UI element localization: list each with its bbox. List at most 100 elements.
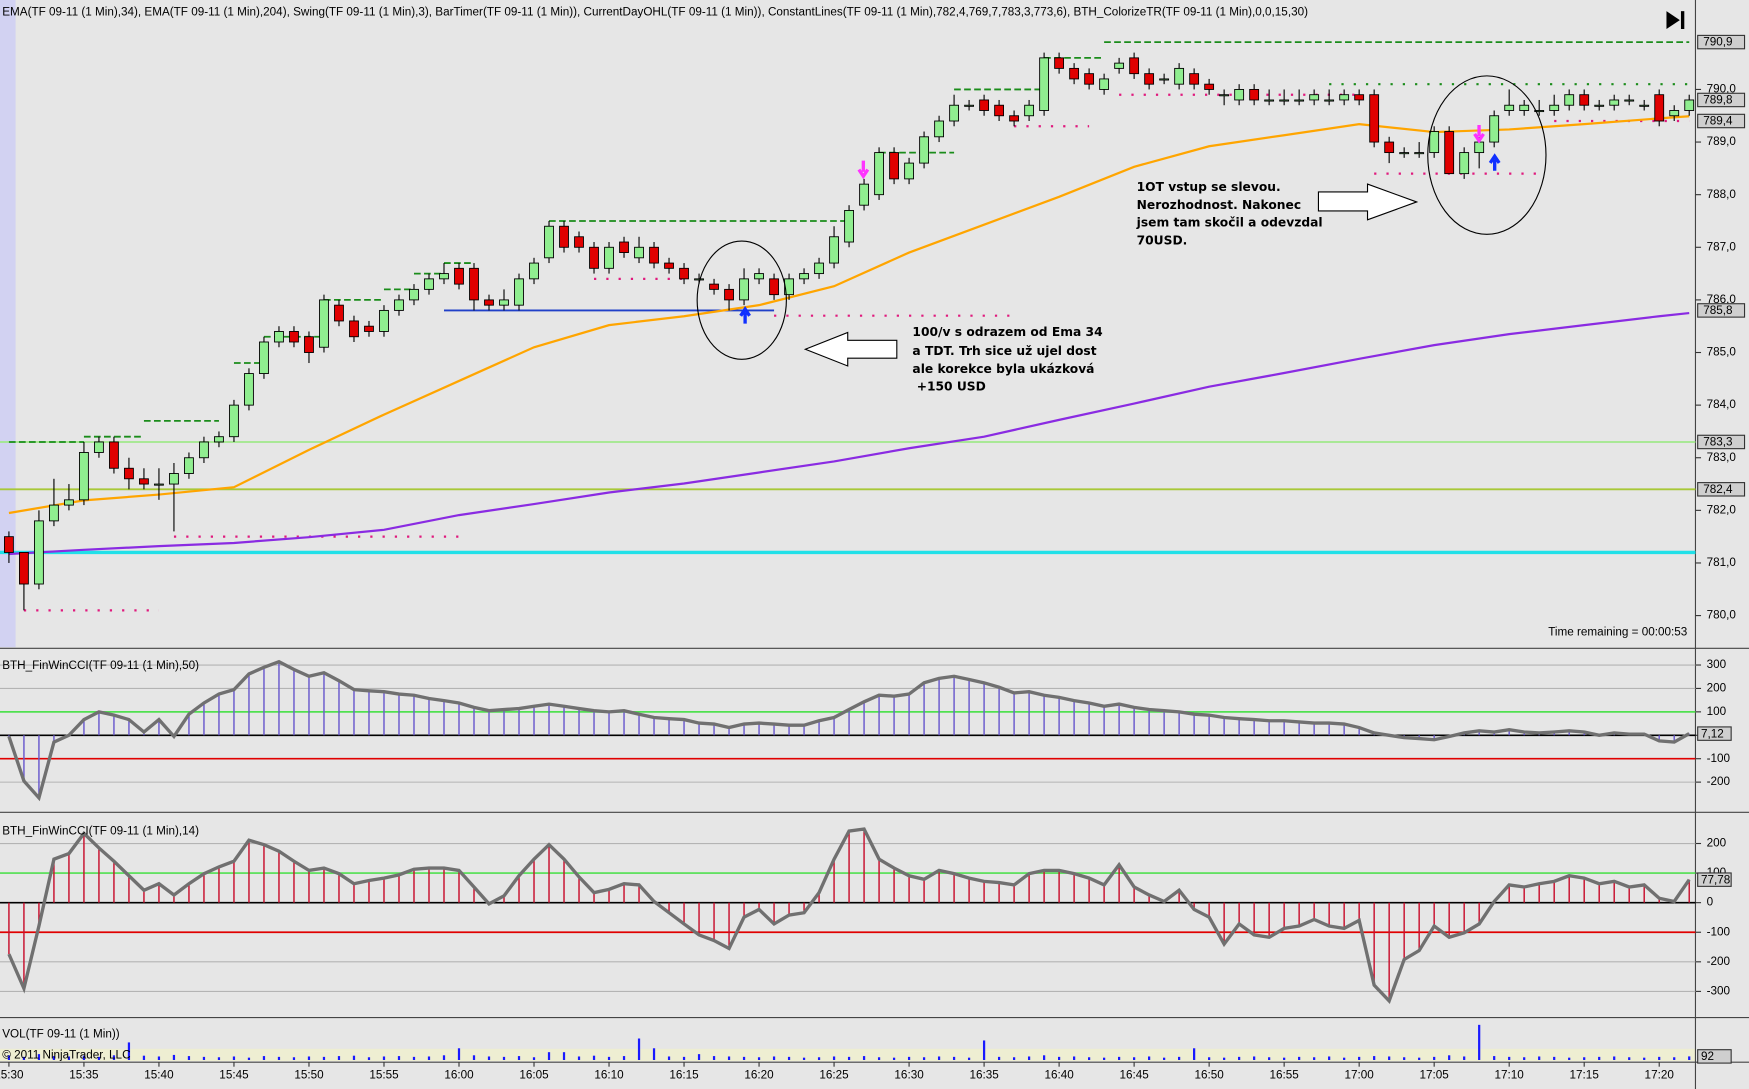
scroll-end-button[interactable]	[1666, 11, 1685, 30]
candle-body	[199, 441, 209, 459]
candle-body	[1444, 131, 1455, 175]
candle-body	[559, 225, 569, 248]
candle-body	[1204, 83, 1215, 90]
y-tick-label: -300	[1707, 984, 1731, 997]
candle-body	[394, 299, 404, 311]
candle-body	[769, 278, 779, 296]
y-tick-label: 785,0	[1707, 346, 1737, 359]
x-tick-label: 16:55	[1269, 1069, 1299, 1082]
y-tick-label: 783,0	[1707, 451, 1737, 464]
candle-body	[754, 273, 764, 280]
y-tick-label: 781,0	[1707, 556, 1737, 569]
signal-arrow	[1473, 124, 1485, 144]
plot-layer: 780,0 781,0 782,0 783,0 784,0 785,0 786,0 787,0…	[0, 34, 1746, 1082]
candle-body	[64, 499, 74, 506]
cci-line	[7, 659, 1691, 802]
candle-body	[169, 473, 179, 485]
candle-body	[349, 320, 359, 338]
candle-body	[1594, 104, 1605, 107]
panel-title: BTH_FinWinCCI(TF 09-11 (1 Min),50)	[2, 659, 199, 672]
annotation-text: a TDT. Trh sice už ujel dost	[912, 344, 1096, 358]
candle-body	[664, 262, 674, 269]
candle-body	[1309, 94, 1320, 101]
candle-body	[139, 478, 149, 485]
candle-body	[934, 120, 944, 138]
candle-body	[499, 299, 509, 306]
value-marker	[1697, 726, 1732, 741]
y-tick-label: -100	[1707, 752, 1731, 765]
candle-body	[184, 457, 194, 474]
x-tick-label: 16:15	[669, 1069, 699, 1082]
annotation-text: +150 USD	[912, 380, 985, 394]
cci-line	[7, 827, 1691, 1004]
bar-timer: Time remaining = 00:00:53	[1548, 626, 1687, 639]
candle-body	[544, 225, 554, 259]
candle-body	[1684, 99, 1695, 111]
y-tick-label: 784,0	[1707, 398, 1737, 411]
y-tick-label: 786,0	[1707, 293, 1737, 306]
candle-body	[454, 267, 464, 285]
annotation-text: Nerozhodnost. Nakonec	[1137, 198, 1301, 212]
candle-body	[259, 341, 269, 375]
candle-body	[919, 136, 929, 164]
price-marker-label: 789,8	[1703, 94, 1732, 107]
candle-body	[1504, 104, 1515, 111]
value-marker-label: 7,12	[1701, 727, 1724, 740]
candle-body	[994, 104, 1005, 117]
candle-body	[859, 183, 869, 206]
candle-body	[1639, 104, 1650, 107]
candle-body	[49, 504, 59, 522]
candle-body	[1369, 94, 1380, 143]
x-tick-label: 16:20	[744, 1069, 774, 1082]
candle-body	[319, 299, 329, 348]
candle-body	[1234, 88, 1245, 101]
candle-body	[289, 331, 299, 343]
price-marker-label: 789,4	[1703, 115, 1733, 128]
annotation-text: ale korekce byla ukázková	[912, 362, 1094, 376]
annotation-text: 1OT vstup se slevou.	[1137, 180, 1281, 194]
x-tick-label: 16:25	[819, 1069, 849, 1082]
x-tick-label: 16:05	[519, 1069, 549, 1082]
x-tick-label: 15:30	[0, 1069, 24, 1082]
candle-body	[1669, 110, 1680, 117]
candle-body	[1624, 99, 1635, 102]
annotation-text: jsem tam skočil a odevzdal	[1136, 216, 1323, 230]
button-icon	[1666, 11, 1680, 30]
candle-body	[1129, 57, 1140, 75]
candle-body	[1324, 99, 1335, 102]
x-tick-label: 15:35	[69, 1069, 99, 1082]
candle-body	[1294, 99, 1305, 102]
candle-body	[1069, 67, 1080, 80]
price-marker-label: 785,8	[1703, 304, 1732, 317]
signal-arrow	[1488, 153, 1501, 171]
candle-body	[1654, 94, 1665, 122]
candle-body	[19, 552, 29, 585]
annotation-arrow	[803, 331, 898, 367]
candle-body	[619, 241, 629, 253]
candle-body	[4, 536, 14, 553]
y-tick-label: 200	[1707, 682, 1727, 695]
price-marker-label: 783,3	[1703, 436, 1732, 449]
candle-body	[1264, 99, 1275, 102]
candle-body	[124, 467, 134, 480]
y-tick-label: 789,0	[1707, 135, 1737, 148]
candle-body	[109, 441, 119, 469]
x-tick-label: 15:40	[144, 1069, 174, 1082]
candle-body	[799, 273, 809, 280]
candle-body	[1429, 131, 1440, 154]
candle-body	[1459, 152, 1470, 175]
candle-body	[1414, 152, 1425, 155]
candle-body	[574, 236, 584, 248]
candle-body	[1564, 94, 1575, 106]
annotation-text: 100/v s odrazem od Ema 34	[912, 325, 1102, 339]
signal-arrow	[739, 306, 751, 324]
panel-title: EMA(TF 09-11 (1 Min),34), EMA(TF 09-11 (…	[2, 5, 1308, 18]
x-tick-label: 16:50	[1194, 1069, 1224, 1082]
candle-body	[964, 104, 974, 107]
x-tick-label: 16:40	[1044, 1069, 1074, 1082]
candle-body	[739, 278, 749, 301]
candle-body	[244, 373, 254, 406]
panel-title: VOL(TF 09-11 (1 Min))	[2, 1027, 120, 1040]
y-tick-label: 782,0	[1707, 503, 1737, 516]
